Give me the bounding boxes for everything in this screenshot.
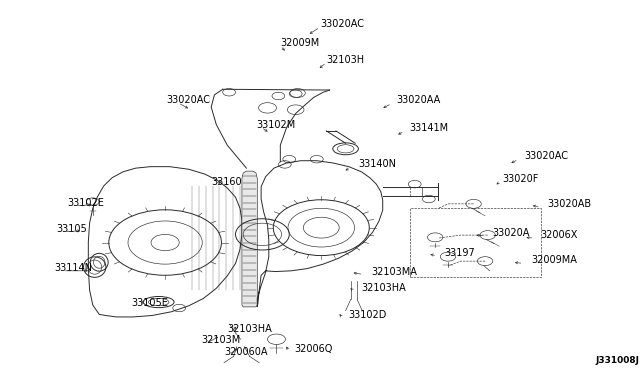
Text: 32009M: 32009M (280, 38, 319, 48)
Text: 32103MA: 32103MA (371, 267, 417, 276)
Text: 33114N: 33114N (54, 263, 92, 273)
Text: 32006Q: 32006Q (294, 344, 333, 353)
Text: 32103H: 32103H (326, 55, 365, 64)
Text: 33141M: 33141M (410, 124, 449, 133)
Text: 320060A: 320060A (224, 347, 268, 356)
Text: J331008J: J331008J (595, 356, 639, 365)
Text: 33020F: 33020F (502, 174, 539, 183)
Text: 33160: 33160 (211, 177, 242, 187)
Bar (410, 208, 541, 277)
Text: 33020AA: 33020AA (397, 96, 441, 105)
Text: 33105: 33105 (56, 224, 87, 234)
Text: 33102M: 33102M (256, 120, 295, 129)
Text: 33020AC: 33020AC (166, 96, 211, 105)
Text: 33020AC: 33020AC (320, 19, 364, 29)
Text: 32006X: 32006X (541, 230, 578, 240)
Text: 33020AC: 33020AC (525, 151, 569, 161)
Text: 33197: 33197 (445, 248, 476, 258)
Text: 33105E: 33105E (131, 298, 168, 308)
Text: 33102E: 33102E (67, 198, 104, 208)
Text: 33020A: 33020A (493, 228, 530, 237)
Text: 32103HA: 32103HA (227, 324, 272, 334)
Text: 32009MA: 32009MA (531, 256, 577, 265)
Text: 33140N: 33140N (358, 160, 396, 169)
Text: 33020AB: 33020AB (547, 199, 591, 209)
Text: 33102D: 33102D (349, 310, 387, 320)
Text: 32103M: 32103M (202, 336, 241, 345)
Polygon shape (242, 171, 257, 307)
Text: 32103HA: 32103HA (362, 283, 406, 293)
